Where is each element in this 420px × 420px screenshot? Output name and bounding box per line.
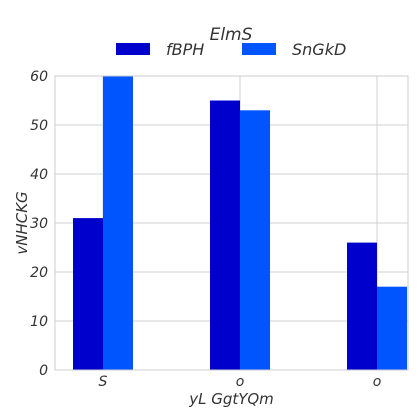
y-tick-label: 60 bbox=[30, 69, 48, 85]
legend: fBPH SnGkD bbox=[116, 40, 346, 59]
x-axis-label: yL GgtYQm bbox=[188, 390, 274, 408]
legend-swatch bbox=[116, 43, 150, 55]
legend-entry: fBPH bbox=[116, 40, 204, 59]
legend-swatch bbox=[242, 43, 276, 55]
x-tick-label: o bbox=[373, 374, 382, 390]
y-tick-label: 40 bbox=[30, 167, 48, 183]
bars bbox=[73, 76, 407, 371]
bar-SnGkD-0 bbox=[103, 76, 133, 370]
y-tick-label: 50 bbox=[30, 118, 48, 134]
bar-SnGkD-2 bbox=[377, 286, 407, 370]
legend-title: ElmS bbox=[210, 25, 253, 45]
tick-labels: 0 10 20 30 40 50 60 S o o bbox=[30, 69, 381, 390]
bar-fBPH-0 bbox=[73, 218, 103, 370]
bar-fBPH-1 bbox=[210, 100, 240, 370]
y-axis-label: vNHCKG bbox=[13, 191, 31, 254]
x-tick-label: o bbox=[236, 374, 245, 390]
legend-label: fBPH bbox=[166, 40, 204, 59]
y-tick-label: 10 bbox=[30, 314, 48, 330]
x-tick-label: S bbox=[99, 374, 108, 390]
bar-fBPH-2 bbox=[347, 242, 377, 370]
y-tick-label: 30 bbox=[30, 216, 48, 232]
bar-SnGkD-1 bbox=[240, 110, 270, 371]
y-tick-label: 20 bbox=[30, 265, 48, 281]
plot-frame bbox=[54, 75, 409, 371]
legend-label: SnGkD bbox=[292, 40, 346, 59]
y-tick-label: 0 bbox=[39, 363, 48, 379]
legend-entry: SnGkD bbox=[242, 40, 346, 59]
